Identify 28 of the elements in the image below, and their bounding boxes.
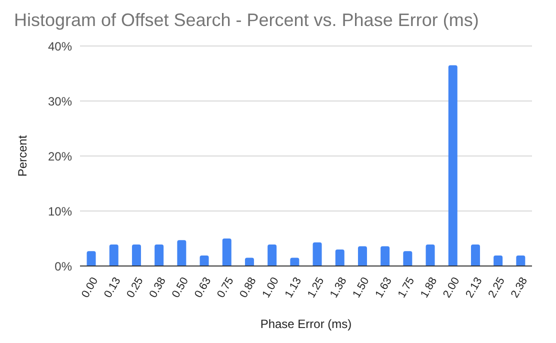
bar bbox=[109, 244, 118, 266]
bar bbox=[177, 240, 186, 266]
bar bbox=[426, 244, 435, 266]
bar bbox=[335, 250, 344, 266]
bar bbox=[312, 242, 322, 266]
y-tick-label: 40% bbox=[48, 39, 72, 54]
bar bbox=[222, 238, 232, 266]
bar bbox=[200, 256, 209, 266]
bar bbox=[132, 244, 141, 266]
bar bbox=[244, 258, 254, 266]
bar bbox=[358, 246, 367, 266]
bar bbox=[470, 244, 480, 266]
y-tick-label: 30% bbox=[48, 94, 72, 108]
y-tick-label: 20% bbox=[48, 149, 72, 164]
chart-title: Histogram of Offset Search - Percent vs. Phase Error (ms) bbox=[13, 9, 480, 32]
bar bbox=[448, 65, 458, 266]
bar bbox=[516, 256, 526, 266]
bar bbox=[268, 244, 277, 266]
y-tick-label: 10% bbox=[48, 204, 72, 218]
bar bbox=[86, 251, 96, 266]
y-tick-label: 0% bbox=[54, 259, 72, 274]
bar bbox=[154, 244, 164, 266]
bar bbox=[403, 251, 412, 266]
y-axis-title: Percent bbox=[15, 134, 30, 177]
bar bbox=[290, 258, 300, 266]
x-axis-title: Phase Error (ms) bbox=[260, 317, 352, 331]
bar bbox=[494, 256, 503, 266]
bar bbox=[380, 246, 390, 266]
